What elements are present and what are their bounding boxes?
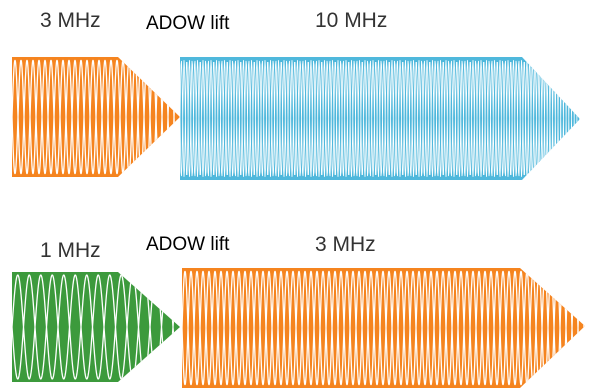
row2-left-frequency-label: 1 MHz [40,239,101,262]
blue-sine-waveform [180,60,580,177]
row1-right-frequency-label: 10 MHz [315,9,387,32]
orange-sine-waveform [182,270,585,386]
row2-right-frequency-label: 3 MHz [315,233,376,256]
row1-right-arrow [180,57,580,180]
row1-left-arrow [12,57,180,177]
row1-adow-lift-label: ADOW lift [146,13,230,34]
row2-right-arrow [182,268,585,388]
row2-left-arrow [12,272,180,382]
row1-left-frequency-label: 3 MHz [40,9,101,32]
row2-adow-lift-label: ADOW lift [146,234,230,255]
